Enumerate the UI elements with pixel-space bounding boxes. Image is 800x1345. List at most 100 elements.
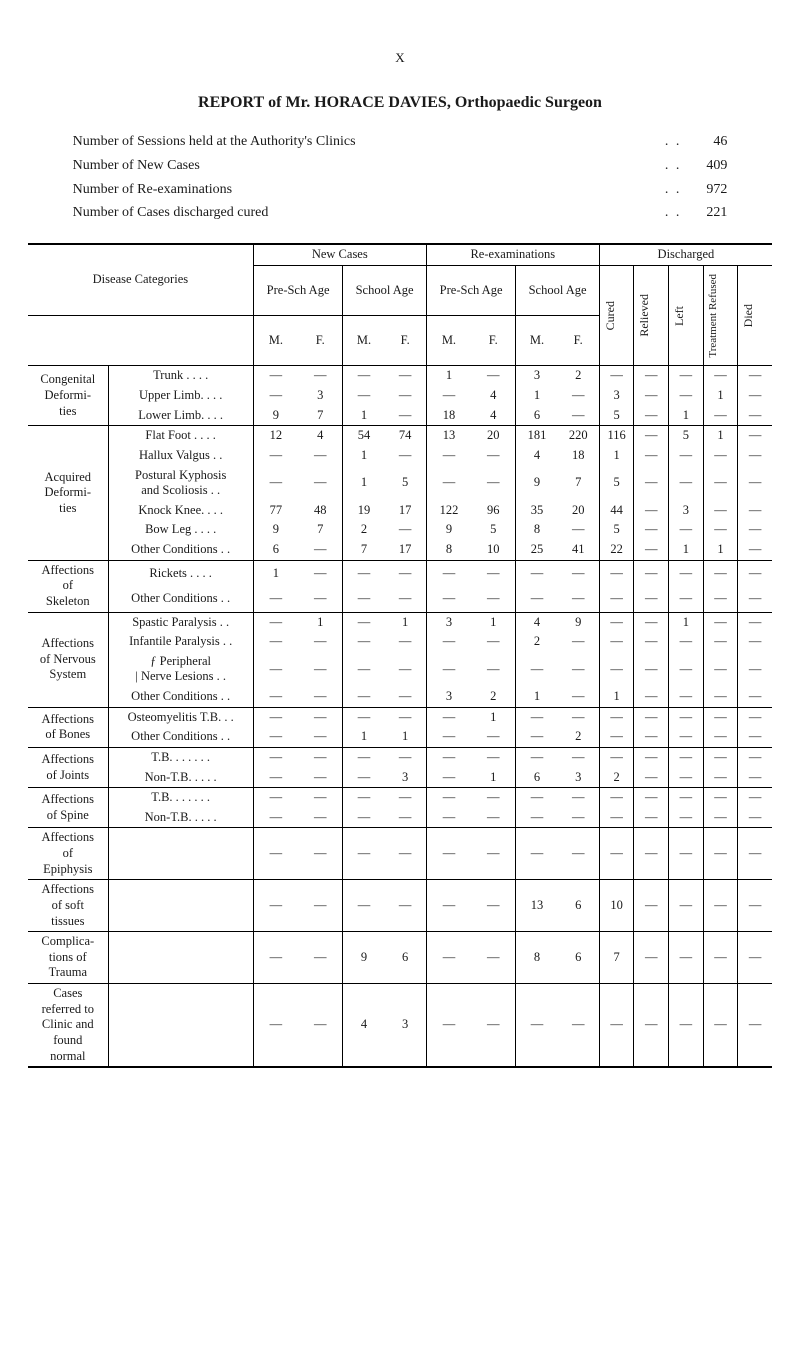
head-treat-refused: Treatment Refused (707, 268, 721, 364)
table-row: Bow Leg . . . .972—958—5———— (28, 520, 772, 540)
value-cell: 122 (426, 501, 471, 521)
value-cell: — (703, 687, 738, 707)
table-row: Other Conditions . .——11———2————— (28, 727, 772, 747)
value-cell: 3 (669, 501, 704, 521)
value-cell: — (599, 612, 634, 632)
value-cell: 74 (385, 426, 427, 446)
disease-cell: Trunk . . . . (108, 366, 253, 386)
value-cell: 4 (471, 406, 516, 426)
value-cell: — (669, 586, 704, 612)
value-cell: 35 (516, 501, 558, 521)
table-row: Affections of SpineT.B. . . . . . .—————… (28, 788, 772, 808)
value-cell: — (634, 632, 669, 652)
value-cell: — (634, 747, 669, 767)
value-cell: 2 (516, 632, 558, 652)
value-cell: — (298, 932, 343, 984)
value-cell: — (471, 828, 516, 880)
table-row: Affections of Nervous SystemSpastic Para… (28, 612, 772, 632)
value-cell: — (738, 828, 772, 880)
table-row: Knock Knee. . . .7748191712296352044—3—— (28, 501, 772, 521)
value-cell: — (703, 932, 738, 984)
value-cell: 5 (385, 466, 427, 501)
value-cell: — (558, 984, 600, 1068)
value-cell: 1 (385, 727, 427, 747)
value-cell: — (599, 366, 634, 386)
value-cell: 41 (558, 540, 600, 560)
value-cell: — (738, 406, 772, 426)
value-cell: — (253, 466, 298, 501)
value-cell: — (738, 446, 772, 466)
value-cell: 181 (516, 426, 558, 446)
value-cell: — (298, 984, 343, 1068)
value-cell: — (703, 652, 738, 687)
value-cell: 20 (471, 426, 516, 446)
value-cell: — (253, 632, 298, 652)
value-cell: — (516, 788, 558, 808)
value-cell: — (634, 808, 669, 828)
category-cell: Affections of Bones (28, 707, 108, 747)
value-cell: — (385, 880, 427, 932)
value-cell: — (738, 426, 772, 446)
value-cell: — (298, 366, 343, 386)
value-cell: — (634, 446, 669, 466)
value-cell: 18 (558, 446, 600, 466)
value-cell: 8 (516, 520, 558, 540)
category-cell: Complica- tions of Trauma (28, 932, 108, 984)
head-m: M. (426, 316, 471, 366)
value-cell: 48 (298, 501, 343, 521)
value-cell: 9 (253, 406, 298, 426)
value-cell: — (343, 707, 385, 727)
disease-cell: Other Conditions . . (108, 727, 253, 747)
head-relieved: Relieved (637, 288, 652, 343)
value-cell: 96 (471, 501, 516, 521)
value-cell: 1 (703, 540, 738, 560)
table-row: Lower Limb. . . .971—1846—5—1—— (28, 406, 772, 426)
value-cell: — (385, 560, 427, 586)
head-discharged: Discharged (599, 244, 772, 265)
value-cell: 5 (599, 466, 634, 501)
value-cell: 77 (253, 501, 298, 521)
stats-row: Number of Sessions held at the Authority… (73, 130, 728, 154)
disease-cell: ƒ Peripheral | Nerve Lesions . . (108, 652, 253, 687)
value-cell: — (703, 446, 738, 466)
value-cell: — (634, 932, 669, 984)
value-cell: — (634, 652, 669, 687)
head-f: F. (471, 316, 516, 366)
value-cell: 3 (298, 386, 343, 406)
value-cell: — (669, 880, 704, 932)
value-cell: — (298, 446, 343, 466)
value-cell: — (298, 586, 343, 612)
value-cell: — (516, 727, 558, 747)
value-cell: — (343, 632, 385, 652)
value-cell: — (516, 808, 558, 828)
disease-cell: Infantile Paralysis . . (108, 632, 253, 652)
value-cell: 1 (343, 446, 385, 466)
stats-value: 409 (687, 154, 727, 178)
table-row: Non-T.B. . . . .———3—1632———— (28, 768, 772, 788)
value-cell: — (385, 586, 427, 612)
value-cell: 1 (343, 466, 385, 501)
head-left: Left (672, 300, 687, 332)
value-cell: — (298, 632, 343, 652)
value-cell: — (738, 586, 772, 612)
value-cell: 6 (253, 540, 298, 560)
value-cell: — (253, 366, 298, 386)
value-cell: — (703, 828, 738, 880)
value-cell: 54 (343, 426, 385, 446)
value-cell: — (669, 520, 704, 540)
value-cell: — (703, 632, 738, 652)
value-cell: — (343, 828, 385, 880)
disease-cell: Osteomyelitis T.B. . . (108, 707, 253, 727)
value-cell: — (703, 612, 738, 632)
value-cell: — (426, 632, 471, 652)
value-cell: — (703, 768, 738, 788)
value-cell: — (738, 788, 772, 808)
value-cell: — (298, 707, 343, 727)
value-cell: — (343, 880, 385, 932)
disease-cell: Flat Foot . . . . (108, 426, 253, 446)
category-cell: Cases referred to Clinic and found norma… (28, 984, 108, 1068)
value-cell: — (385, 747, 427, 767)
value-cell: — (471, 586, 516, 612)
value-cell: — (471, 366, 516, 386)
value-cell: 3 (558, 768, 600, 788)
